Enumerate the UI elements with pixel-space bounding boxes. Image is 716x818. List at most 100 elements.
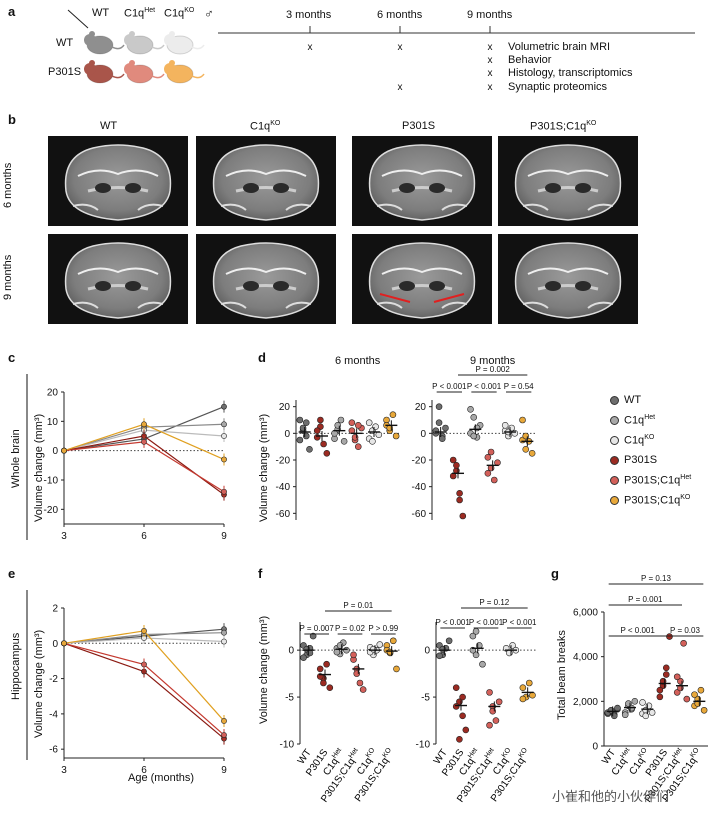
- g-group-label-sup: Het: [619, 747, 631, 760]
- assay-proteomics: Synaptic proteomics: [508, 81, 608, 93]
- chart-f9-data-point: [519, 684, 527, 691]
- chart-f9-data-point: [452, 684, 460, 691]
- chart-d9-data-point: [484, 470, 492, 477]
- chart-d9-data-point: [490, 476, 498, 484]
- chart-d9-data-point: [487, 448, 495, 456]
- chart-d9-data-point: [470, 414, 478, 421]
- chart-e-ytick-label: -2: [49, 674, 58, 685]
- legend-label: C1q: [624, 414, 645, 427]
- chart-f6-data-point: [326, 684, 334, 691]
- legend-label: C1q: [624, 434, 645, 447]
- mouse-ear: [129, 60, 135, 66]
- legend-label-sup: Het: [644, 414, 656, 421]
- chart-e-series-line: [63, 642, 225, 736]
- row-label-wt: WT: [56, 37, 74, 49]
- panel-label-f: f: [258, 566, 263, 581]
- chart-d6-ytick-label: 20: [279, 402, 291, 413]
- chart-f9-data-point: [472, 628, 480, 635]
- chart-e-ytick-label: -4: [49, 709, 58, 720]
- g-group-label-sup: KO: [637, 746, 649, 759]
- chart-c-ytick-label: 0: [52, 446, 58, 457]
- chart-e-ytick-label: -6: [49, 745, 58, 756]
- chart-f9-data-point: [459, 693, 466, 701]
- g-group-label-sup: Het: [671, 747, 683, 760]
- mri-brain-image: [352, 136, 492, 226]
- chart-e-series-line: [63, 642, 225, 740]
- mouse-ear: [169, 31, 175, 37]
- mouse-p301s: [84, 60, 125, 84]
- panel-label-g: g: [551, 566, 559, 581]
- mri-col-p301s-c1qko: P301S;C1qKO: [530, 120, 597, 133]
- e-xlabel: Age (months): [128, 772, 195, 784]
- chart-g-data-point: [648, 709, 656, 716]
- chart-c-point: [141, 421, 147, 428]
- chart-d6-data-point: [392, 432, 400, 440]
- chart-f9-data-point: [469, 632, 477, 640]
- chart-d6-data-point: [313, 427, 321, 434]
- legend-label: WT: [624, 394, 642, 406]
- assay-mark: x: [488, 82, 493, 93]
- mri-col-wt: WT: [100, 120, 118, 132]
- mouse-ear: [89, 31, 95, 37]
- chart-g-data-point: [614, 704, 621, 712]
- chart-e-ytick-label: 0: [52, 639, 58, 650]
- chart-c-point: [221, 421, 227, 428]
- chart-f9-ytick-label: -10: [416, 740, 431, 751]
- mri-brain-image: [498, 136, 638, 226]
- f9-group-label-sup: Het: [467, 747, 479, 760]
- chart-d6-data-point: [302, 419, 310, 426]
- chart-d9-data-point: [453, 462, 460, 469]
- chart-d9-ytick-label: -60: [412, 509, 427, 520]
- chart-g-data-point: [697, 686, 705, 694]
- chart-d9-data-point: [522, 446, 530, 453]
- assay-mark: x: [488, 55, 493, 66]
- legend-item: P301S;C1qKO: [610, 494, 690, 507]
- mouse-wt: [84, 31, 125, 55]
- legend-swatch: [610, 395, 619, 405]
- f6-group-label-sup: Het: [348, 747, 360, 760]
- mri-brain-image: [352, 234, 492, 324]
- chart-d9-data-point: [473, 424, 481, 432]
- chart-f9-data-point: [459, 712, 466, 720]
- mri-col-p301s: P301S: [402, 120, 436, 132]
- diagonal-line: [67, 9, 89, 29]
- g-ylabel: Total beam breaks: [556, 630, 568, 720]
- g-p4-pvalue: P = 0.13: [641, 574, 671, 583]
- chart-f6-data-point: [306, 649, 314, 657]
- legend-swatch: [610, 416, 619, 426]
- chart-c-point: [221, 403, 227, 410]
- chart-g-data-point: [642, 712, 650, 720]
- assay-behavior: Behavior: [508, 54, 552, 66]
- chart-d6-ytick-label: -60: [276, 509, 291, 520]
- mouse-tail: [151, 44, 165, 50]
- chart-f6-data-point: [323, 660, 330, 668]
- chart-d6-data-point: [320, 440, 327, 448]
- chart-f6-data-point: [333, 648, 341, 656]
- mouse-head: [164, 63, 176, 75]
- chart-f6-data-point: [376, 641, 384, 648]
- legend-item: WT: [610, 394, 641, 406]
- mouse-head: [84, 34, 96, 46]
- chart-d6-data-point: [354, 443, 362, 450]
- assay-mark: x: [488, 42, 493, 53]
- chart-f6-ytick-label: -5: [285, 693, 294, 704]
- chart-f9-data-point: [525, 679, 533, 687]
- mouse-tail: [111, 73, 125, 79]
- mouse-head: [84, 63, 96, 75]
- d-title-9-months: 9 months: [470, 355, 516, 367]
- chart-d9-data-point: [449, 456, 457, 464]
- assay-mark: x: [308, 42, 313, 53]
- chart-d9-data-point: [435, 419, 443, 426]
- mouse-head: [164, 34, 176, 46]
- chart-d9-data-point: [432, 427, 440, 434]
- chart-f6-data-point: [350, 651, 357, 659]
- chart-d6-data-point: [313, 434, 321, 441]
- chart-d9-data-point: [459, 512, 467, 520]
- chart-e-xtick-label: 9: [221, 765, 227, 776]
- chart-f9-data-point: [506, 649, 513, 657]
- chart-c-ytick-label: 10: [47, 417, 59, 428]
- legend-swatch: [610, 436, 619, 446]
- chart-d9-ytick-label: 20: [415, 402, 427, 413]
- f9-p4-pvalue: P = 0.12: [479, 598, 509, 607]
